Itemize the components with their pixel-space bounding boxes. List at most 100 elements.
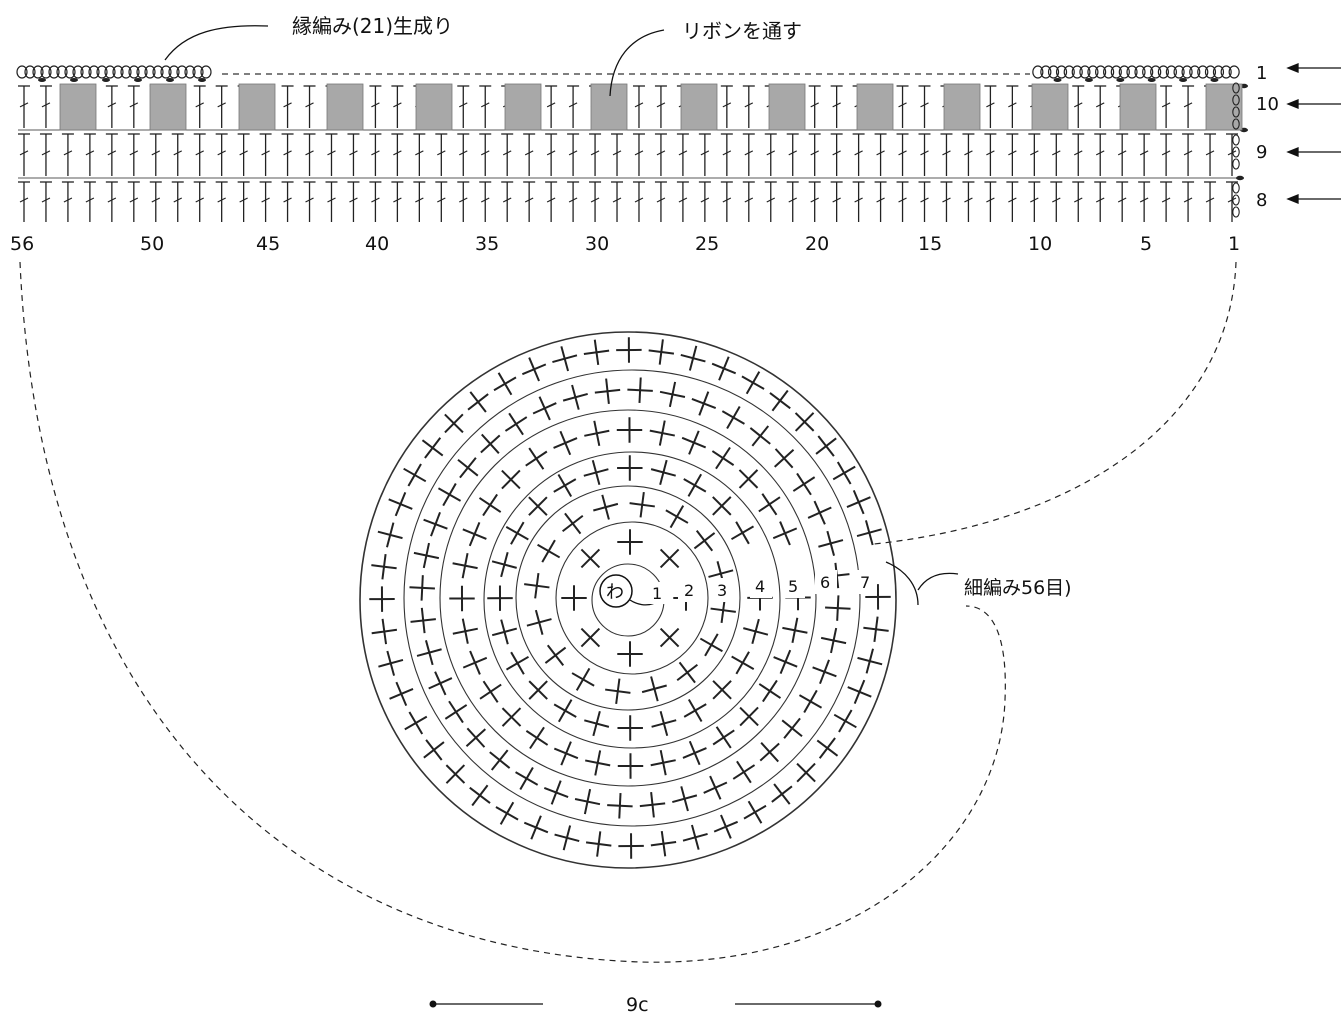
- single-crochet-x: [526, 609, 552, 635]
- round-number: 2: [684, 581, 694, 600]
- treble-stitch: [896, 133, 909, 176]
- treble-stitch: [303, 133, 316, 176]
- treble-stitch: [918, 181, 931, 222]
- single-crochet-x: [421, 437, 444, 459]
- single-crochet-x: [759, 741, 780, 763]
- single-crochet-x: [781, 717, 803, 739]
- single-crochet-x: [617, 715, 643, 741]
- single-crochet-x: [585, 831, 612, 857]
- single-crochet-x: [428, 671, 453, 696]
- single-crochet-x: [377, 522, 403, 548]
- slip-stitch-dot: [1236, 175, 1244, 181]
- single-crochet-x: [532, 396, 557, 421]
- single-crochet-x: [732, 760, 756, 784]
- treble-stitch: [589, 181, 602, 222]
- treble-stitch: [632, 181, 645, 222]
- treble-stitch: [259, 181, 272, 222]
- picot-loop: [176, 65, 196, 79]
- single-crochet-x: [703, 775, 728, 800]
- single-crochet-x: [629, 492, 655, 518]
- treble-stitch: [1138, 181, 1151, 222]
- stitch-number: 56: [10, 233, 34, 255]
- treble-stitch: [1182, 181, 1195, 222]
- treble-stitch: [457, 133, 470, 176]
- treble-stitch: [215, 85, 228, 128]
- single-crochet-x: [369, 586, 395, 612]
- treble-stitch: [1204, 133, 1217, 176]
- single-crochet-x: [758, 493, 781, 516]
- single-crochet-x: [574, 788, 601, 815]
- single-crochet-x: [672, 786, 698, 812]
- picot-loop: [112, 65, 132, 79]
- treble-stitch: [654, 133, 667, 176]
- single-crochet-x: [469, 784, 491, 807]
- treble-stitch: [874, 181, 887, 222]
- ribbon-gap-box: [415, 83, 453, 131]
- picot-loop: [1079, 65, 1099, 82]
- single-crochet-x: [584, 711, 610, 737]
- magic-ring: [599, 574, 633, 608]
- treble-stitch: [589, 133, 602, 176]
- round-number: 3: [717, 581, 727, 600]
- single-crochet-x: [524, 573, 550, 599]
- treble-stitch: [808, 85, 821, 128]
- row-label-1: 1: [1256, 63, 1267, 84]
- treble-stitch: [1072, 85, 1085, 128]
- right-connector-dash: [873, 261, 1237, 545]
- treble-stitch: [940, 181, 953, 222]
- picot-loop: [1110, 65, 1130, 82]
- single-crochet-x: [641, 676, 667, 702]
- single-crochet-x: [832, 461, 856, 485]
- turning-chains: [1232, 82, 1240, 218]
- single-crochet-x: [515, 766, 539, 791]
- picot-loop: [160, 65, 180, 82]
- single-crochet-x: [378, 650, 404, 676]
- single-crochet-x: [452, 618, 478, 644]
- single-crochet-x: [743, 618, 769, 644]
- single-crochet-x: [617, 753, 644, 779]
- treble-stitch: [193, 181, 206, 222]
- single-crochet-x: [648, 339, 675, 365]
- single-crochet-x: [758, 679, 782, 703]
- picot-loop: [1220, 65, 1240, 79]
- treble-stitch: [127, 181, 140, 222]
- single-crochet-x: [571, 667, 595, 691]
- stitch-number: 10: [1028, 233, 1052, 255]
- picot-loop: [1157, 65, 1177, 79]
- treble-stitch: [1028, 133, 1041, 176]
- treble-stitch: [457, 181, 470, 222]
- single-crochet-x: [607, 793, 633, 819]
- treble-stitch: [852, 133, 865, 176]
- treble-stitch: [1094, 133, 1107, 176]
- single-crochet-x: [537, 539, 561, 563]
- treble-stitch: [39, 133, 52, 176]
- treble-stitch: [545, 133, 558, 176]
- picot-loop: [1126, 65, 1146, 79]
- single-crochet-x: [721, 405, 745, 430]
- ribbon-gap-box: [326, 83, 364, 131]
- treble-stitch: [611, 133, 624, 176]
- treble-stitch: [984, 85, 997, 128]
- single-crochet-x: [616, 337, 642, 363]
- treble-stitch: [193, 133, 206, 176]
- picot-loop: [128, 65, 148, 82]
- treble-stitch: [764, 133, 777, 176]
- treble-stitch: [391, 181, 404, 222]
- treble-stitch: [764, 181, 777, 222]
- single-crochet-x: [711, 446, 735, 470]
- treble-stitch: [347, 133, 360, 176]
- circular-base: [359, 331, 897, 869]
- single-crochet-x: [741, 371, 765, 395]
- treble-stitch: [281, 85, 294, 128]
- treble-stitch: [984, 181, 997, 222]
- row-label-10: 10: [1256, 94, 1279, 115]
- ribbon-annotation: リボンを通す: [682, 19, 802, 43]
- single-crochet-x: [782, 617, 808, 643]
- picot-loop: [1095, 65, 1115, 79]
- treble-stitch: [281, 133, 294, 176]
- single-crochet-x: [493, 372, 517, 396]
- single-crochet-x: [423, 739, 445, 761]
- single-crochet-x: [846, 489, 871, 515]
- picot-loop: [1142, 65, 1162, 82]
- picot-loop: [64, 65, 84, 82]
